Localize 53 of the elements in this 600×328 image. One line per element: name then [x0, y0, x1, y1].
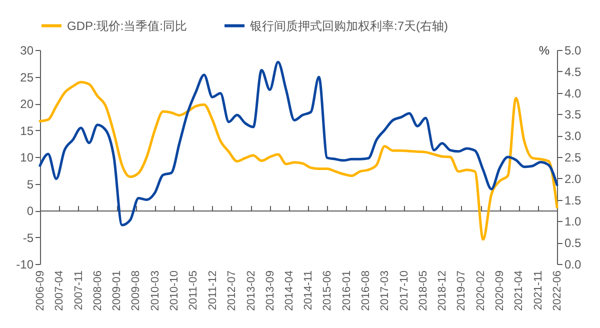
line-series — [38, 80, 558, 241]
y2-tick-label: 1.0 — [564, 214, 582, 229]
y-tick-label: 0 — [26, 204, 34, 218]
y-tick-label: 10 — [20, 150, 34, 164]
y-tick-label: -10 — [16, 258, 34, 272]
y-tick-label: 20 — [20, 97, 34, 111]
x-tick-label: 2020-02 — [475, 270, 488, 311]
x-tick-label: 2010-10 — [168, 270, 181, 311]
y2-axis-title: % — [538, 44, 550, 58]
x-tick-label: 2008-06 — [92, 270, 104, 311]
y2-tick-label: 3.5 — [564, 108, 582, 122]
y-tick-label: -5 — [22, 230, 34, 245]
x-tick-label: 2011-05 — [188, 270, 200, 310]
legend-label: GDP:现价:当季值:同比 — [67, 18, 188, 33]
x-tick-label: 2021-11 — [532, 270, 544, 310]
x-tick-label: 2019-07 — [456, 270, 468, 311]
x-tick-label: 2010-03 — [149, 270, 162, 311]
y2-tick-label: 1.5 — [564, 193, 582, 208]
x-tick-label: 2017-03 — [379, 270, 392, 311]
x-tick-label: 2021-04 — [513, 270, 526, 311]
y-tick-label: 30 — [20, 44, 34, 58]
x-tick-label: 2015-06 — [322, 270, 334, 311]
y2-tick-label: 4.0 — [564, 86, 582, 100]
x-tick-label: 2006-09 — [34, 270, 46, 311]
x-tick-label: 2018-05 — [417, 270, 430, 311]
x-tick-label: 2022-06 — [552, 270, 564, 311]
x-tick-label: 2009-08 — [130, 270, 142, 311]
x-tick-label: 2020-09 — [494, 270, 506, 311]
x-tick-label: 2009-01 — [111, 270, 124, 311]
legend-label: 银行间质押式回购加权利率:7天(右轴) — [249, 18, 448, 33]
y2-tick-label: 2.0 — [564, 172, 582, 186]
line-series — [38, 60, 558, 226]
x-tick-label: 2014-04 — [283, 270, 296, 311]
y-tick-label: 25 — [20, 70, 34, 84]
x-tick-label: 2016-01 — [340, 270, 353, 311]
x-tick-label: 2016-08 — [360, 270, 372, 311]
y2-tick-label: 2.5 — [564, 150, 582, 164]
x-tick-label: 2011-12 — [206, 270, 219, 310]
y2-tick-label: 3.0 — [564, 129, 582, 144]
y-tick-label: 15 — [20, 124, 34, 138]
y-tick-label: 5 — [26, 177, 34, 192]
x-tick-label: 2007-11 — [72, 270, 85, 310]
x-tick-label: 2017-10 — [398, 270, 410, 311]
y2-tick-label: 5.0 — [564, 44, 582, 58]
y2-tick-label: 0.5 — [564, 236, 582, 250]
x-tick-label: 2007-04 — [54, 270, 66, 311]
x-tick-label: 2018-12 — [436, 270, 449, 311]
x-tick-label: 2013-09 — [264, 270, 276, 311]
y2-tick-label: 0.0 — [564, 258, 582, 272]
y2-tick-label: 4.5 — [564, 64, 582, 79]
x-tick-label: 2012-07 — [226, 270, 238, 311]
x-tick-label: 2013-02 — [245, 270, 258, 311]
x-tick-label: 2014-11 — [302, 270, 315, 310]
